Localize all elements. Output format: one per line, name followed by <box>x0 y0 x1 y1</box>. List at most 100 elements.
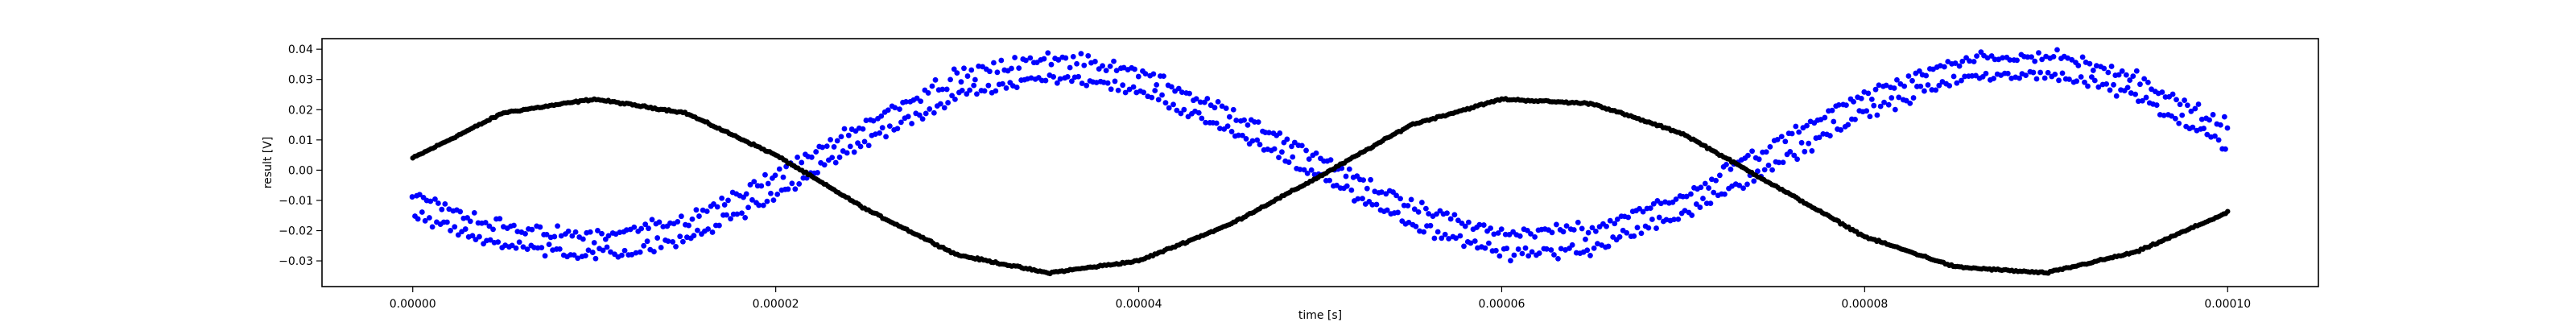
data-point-blue <box>1152 88 1158 93</box>
data-point-blue <box>1444 210 1450 217</box>
y-tick-label: 0.01 <box>288 134 313 147</box>
data-point-blue <box>1161 73 1166 80</box>
data-point-blue <box>1700 196 1706 201</box>
data-point-blue <box>828 137 833 142</box>
data-point-blue <box>432 196 438 202</box>
data-point-blue <box>824 143 830 150</box>
data-point-blue <box>1045 50 1051 56</box>
data-point-blue <box>714 204 720 210</box>
data-point-blue <box>1203 119 1209 126</box>
data-point-blue <box>1003 85 1009 91</box>
data-point-blue <box>1308 167 1315 173</box>
data-point-blue <box>2143 94 2149 101</box>
data-point-blue <box>495 239 502 246</box>
data-point-blue <box>789 180 795 187</box>
data-point-blue <box>1959 77 1964 84</box>
data-point-blue <box>1486 240 1492 246</box>
data-point-blue <box>1595 241 1600 247</box>
data-point-blue <box>2108 64 2115 69</box>
data-point-blue <box>1716 172 1723 179</box>
data-point-blue <box>1637 205 1642 212</box>
data-point-blue <box>883 134 889 140</box>
data-point-blue <box>952 96 958 102</box>
data-point-blue <box>1334 182 1340 188</box>
data-point-blue <box>829 155 836 161</box>
data-point-blue <box>725 197 731 204</box>
data-point-blue <box>1257 142 1263 147</box>
data-point-blue <box>1064 73 1071 80</box>
data-point-blue <box>861 138 868 145</box>
data-point-blue <box>2007 57 2013 63</box>
data-point-blue <box>1656 214 1662 221</box>
data-point-blue <box>2176 120 2182 126</box>
data-point-blue <box>932 76 939 83</box>
data-point-blue <box>704 208 710 214</box>
data-point-blue <box>949 93 955 99</box>
data-point-blue <box>1187 90 1192 97</box>
data-point-blue <box>679 238 686 245</box>
data-point-blue <box>1197 99 1203 105</box>
data-point-blue <box>939 86 946 93</box>
data-point-blue <box>631 224 638 230</box>
data-point-blue <box>1348 187 1355 193</box>
data-point-blue <box>2000 55 2006 61</box>
data-point-blue <box>1289 143 1294 150</box>
data-point-blue <box>2056 77 2062 84</box>
data-point-blue <box>1816 134 1823 141</box>
data-point-blue <box>644 238 650 245</box>
y-tick-label: −0.02 <box>279 225 313 238</box>
data-point-blue <box>1195 109 1202 116</box>
data-point-blue <box>756 202 762 208</box>
data-point-blue <box>1946 83 1953 89</box>
data-point-blue <box>1271 146 1278 152</box>
x-tick-label: 0.00000 <box>390 298 436 311</box>
data-point-blue <box>2017 75 2022 81</box>
data-point-blue <box>1055 57 1062 63</box>
data-point-blue <box>1113 68 1120 74</box>
data-point-blue <box>637 249 643 255</box>
data-point-blue <box>1925 82 1931 88</box>
data-point-blue <box>1495 230 1501 236</box>
data-point-blue <box>943 86 950 93</box>
x-tick-label: 0.00010 <box>2204 298 2251 311</box>
data-point-blue <box>477 233 482 240</box>
data-point-blue <box>1427 222 1434 229</box>
data-point-blue <box>815 170 820 175</box>
data-point-blue <box>1845 122 1852 128</box>
data-point-blue <box>1491 231 1497 237</box>
data-point-blue <box>2130 73 2136 79</box>
data-point-blue <box>1835 101 1842 108</box>
data-point-blue <box>2161 112 2167 118</box>
data-point-blue <box>1745 152 1751 159</box>
data-point-blue <box>1809 148 1815 154</box>
data-point-blue <box>2074 78 2080 85</box>
data-point-blue <box>1592 228 1599 234</box>
data-point-blue <box>1084 82 1090 89</box>
data-point-blue <box>1778 134 1785 140</box>
data-point-blue <box>1901 83 1908 89</box>
data-point-blue <box>1583 236 1588 242</box>
data-point-blue <box>1971 59 1977 64</box>
y-tick-label: 0.02 <box>288 104 313 117</box>
data-point-blue <box>1028 75 1034 81</box>
data-point-blue <box>1168 84 1174 90</box>
data-point-blue <box>1418 200 1425 205</box>
data-point-blue <box>1851 99 1856 105</box>
data-point-blue <box>760 202 766 208</box>
data-point-blue <box>2107 87 2113 93</box>
y-axis-label: result [V] <box>262 137 275 189</box>
data-point-blue <box>1867 114 1873 120</box>
data-point-blue <box>838 134 844 140</box>
data-point-blue <box>1327 157 1334 163</box>
data-point-blue <box>693 207 700 213</box>
data-point-blue <box>1453 235 1459 242</box>
data-point-blue <box>649 217 655 223</box>
data-point-blue <box>2223 146 2228 152</box>
data-point-blue <box>1193 96 1199 102</box>
data-point-blue <box>1711 189 1717 196</box>
data-point-blue <box>1827 133 1833 138</box>
data-point-blue <box>897 106 902 113</box>
data-point-blue <box>1122 89 1129 96</box>
data-point-blue <box>1181 106 1187 113</box>
data-point-blue <box>1482 245 1488 251</box>
